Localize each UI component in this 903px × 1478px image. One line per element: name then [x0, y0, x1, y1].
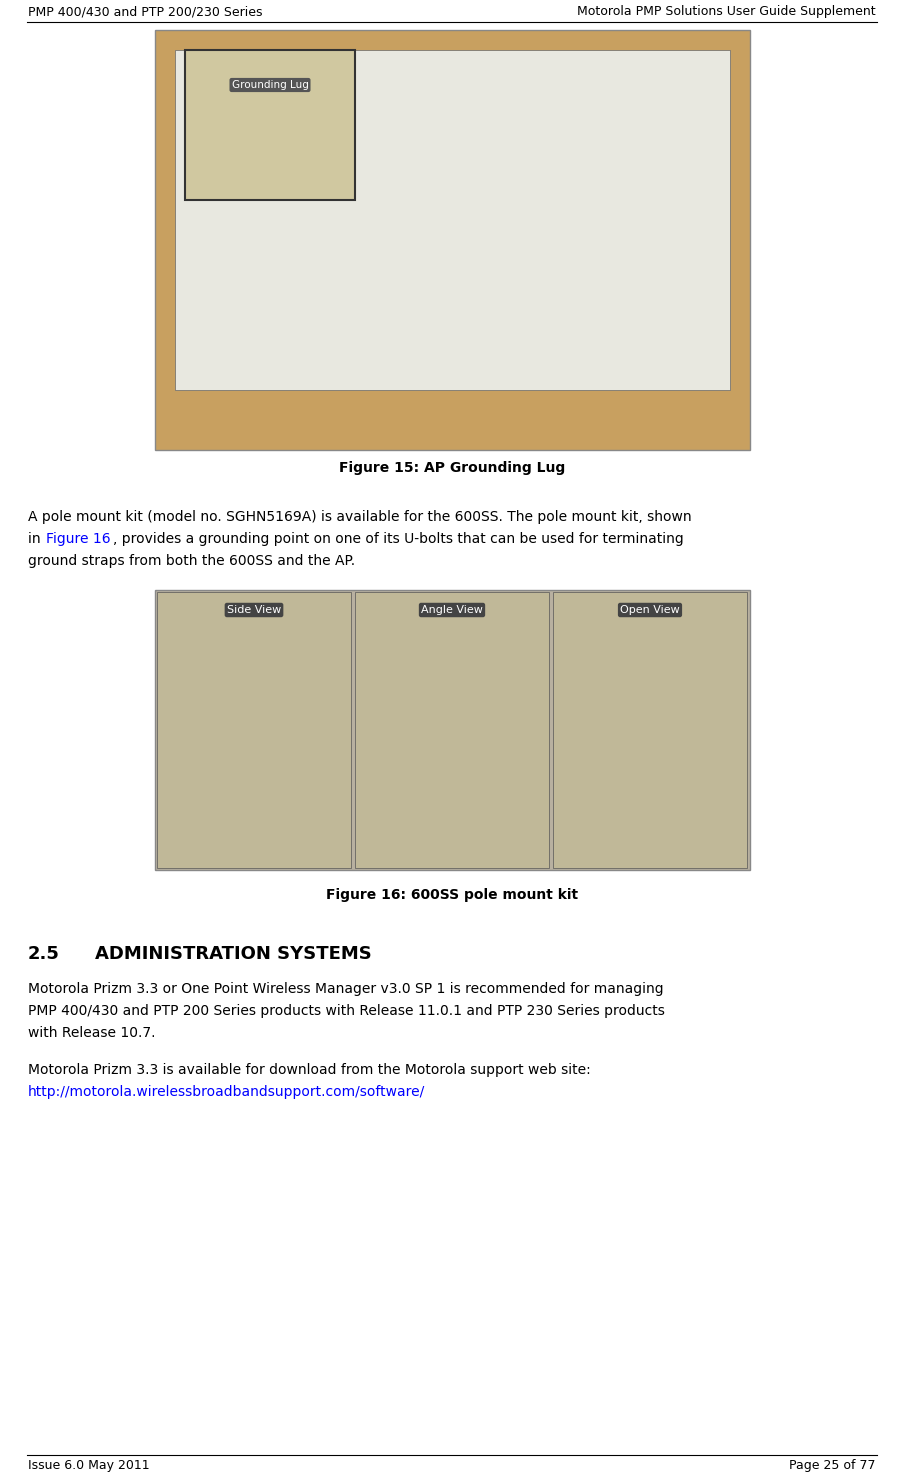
Text: Angle View: Angle View	[421, 605, 482, 615]
Text: PMP 400/430 and PTP 200/230 Series: PMP 400/430 and PTP 200/230 Series	[28, 6, 262, 19]
Bar	[355, 593, 548, 868]
Text: in: in	[28, 532, 45, 545]
Text: Figure 15: AP Grounding Lug: Figure 15: AP Grounding Lug	[339, 461, 564, 474]
Bar	[175, 50, 730, 390]
Text: with Release 10.7.: with Release 10.7.	[28, 1026, 155, 1041]
Text: ground straps from both the 600SS and the AP.: ground straps from both the 600SS and th…	[28, 554, 355, 568]
Bar	[157, 593, 350, 868]
Text: http://motorola.wirelessbroadbandsupport.com/software/: http://motorola.wirelessbroadbandsupport…	[28, 1085, 424, 1100]
Bar	[185, 50, 355, 200]
Bar	[553, 593, 746, 868]
Text: Motorola Prizm 3.3 is available for download from the Motorola support web site:: Motorola Prizm 3.3 is available for down…	[28, 1063, 590, 1077]
Text: A pole mount kit (model no. SGHN5169A) is available for the 600SS. The pole moun: A pole mount kit (model no. SGHN5169A) i…	[28, 510, 691, 525]
Text: Open View: Open View	[619, 605, 679, 615]
Bar	[154, 590, 749, 871]
Text: Figure 16: Figure 16	[46, 532, 110, 545]
Text: PMP 400/430 and PTP 200 Series products with Release 11.0.1 and PTP 230 Series p: PMP 400/430 and PTP 200 Series products …	[28, 1004, 664, 1018]
Text: Motorola Prizm 3.3 or One Point Wireless Manager v3.0 SP 1 is recommended for ma: Motorola Prizm 3.3 or One Point Wireless…	[28, 981, 663, 996]
Text: ADMINISTRATION SYSTEMS: ADMINISTRATION SYSTEMS	[95, 944, 371, 964]
Text: Grounding Lug: Grounding Lug	[231, 80, 308, 90]
Text: , provides a grounding point on one of its U-bolts that can be used for terminat: , provides a grounding point on one of i…	[113, 532, 683, 545]
Text: Issue 6.0 May 2011: Issue 6.0 May 2011	[28, 1459, 150, 1472]
Text: 2.5: 2.5	[28, 944, 60, 964]
Text: Side View: Side View	[227, 605, 281, 615]
Text: Page 25 of 77: Page 25 of 77	[788, 1459, 875, 1472]
Text: Figure 16: 600SS pole mount kit: Figure 16: 600SS pole mount kit	[326, 888, 577, 902]
Bar	[154, 30, 749, 449]
Text: Motorola PMP Solutions User Guide Supplement: Motorola PMP Solutions User Guide Supple…	[577, 6, 875, 19]
